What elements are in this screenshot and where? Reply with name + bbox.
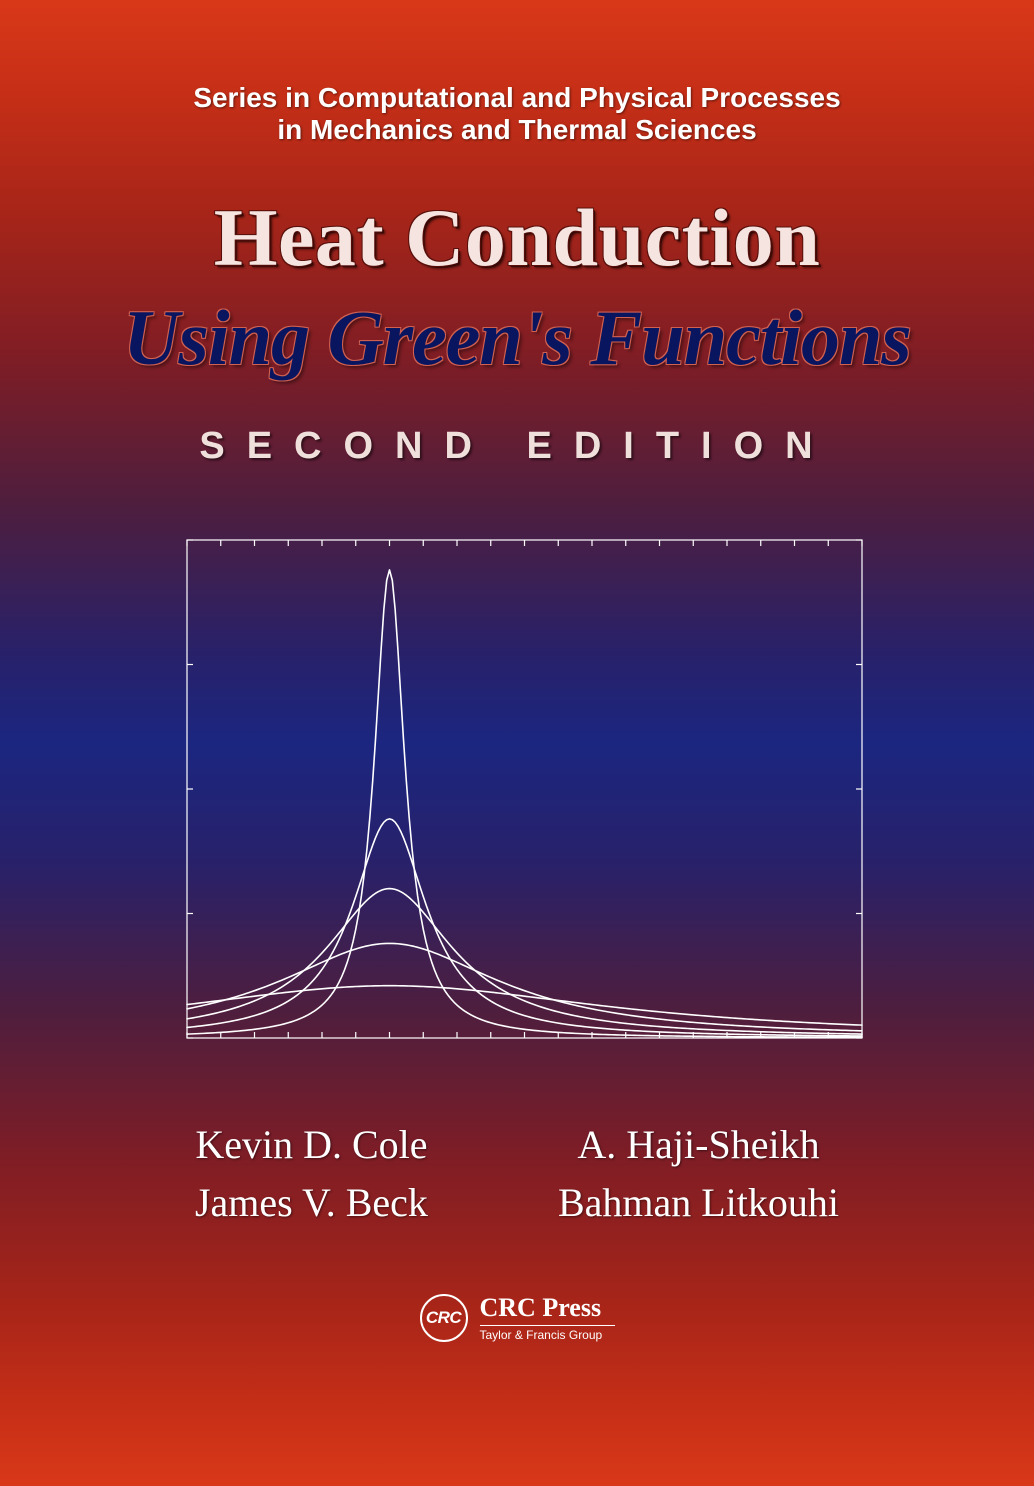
title-line2: Using Green's Functions (123, 293, 911, 383)
publisher-rule (480, 1325, 615, 1326)
greens-function-chart (157, 528, 877, 1058)
author-1: Kevin D. Cole (195, 1116, 428, 1174)
edition-label: SECOND EDITION (123, 425, 911, 468)
publisher-block: CRC CRC Press Taylor & Francis Group (420, 1294, 615, 1342)
authors-right-col: A. Haji-Sheikh Bahman Litkouhi (558, 1116, 839, 1232)
publisher-logo-icon: CRC (420, 1294, 468, 1342)
series-line1: Series in Computational and Physical Pro… (193, 82, 840, 113)
series-line2: in Mechanics and Thermal Sciences (277, 114, 756, 145)
series-title: Series in Computational and Physical Pro… (193, 82, 840, 146)
chart-svg (157, 528, 877, 1058)
publisher-subtitle: Taylor & Francis Group (480, 1328, 615, 1342)
author-4: Bahman Litkouhi (558, 1174, 839, 1232)
book-cover: Series in Computational and Physical Pro… (0, 0, 1034, 1486)
publisher-text: CRC Press Taylor & Francis Group (480, 1295, 615, 1342)
title-block: Heat Conduction Using Green's Functions … (123, 191, 911, 468)
publisher-logo-text: CRC (426, 1308, 461, 1328)
publisher-name: CRC Press (480, 1295, 615, 1321)
title-line1: Heat Conduction (123, 191, 911, 285)
author-3: A. Haji-Sheikh (558, 1116, 839, 1174)
authors-left-col: Kevin D. Cole James V. Beck (195, 1116, 428, 1232)
authors-block: Kevin D. Cole James V. Beck A. Haji-Shei… (195, 1116, 839, 1232)
author-2: James V. Beck (195, 1174, 428, 1232)
